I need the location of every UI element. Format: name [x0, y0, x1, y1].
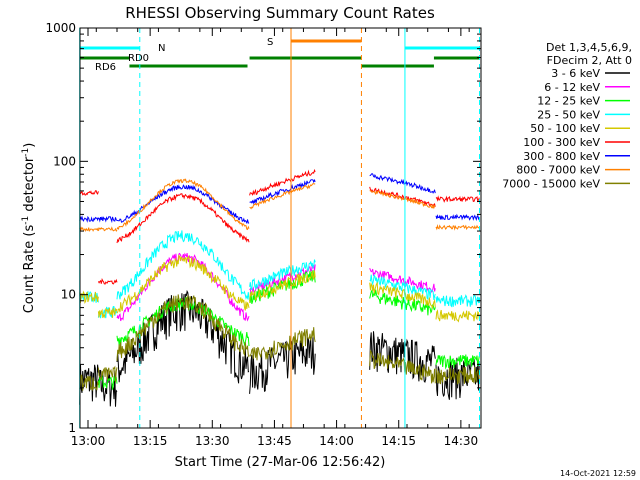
plot-frame — [79, 27, 482, 429]
legend-label: 100 - 300 keV — [523, 136, 600, 149]
series-line-segment — [249, 327, 316, 361]
series-line-segment — [369, 273, 436, 301]
y-axis-label-sup2: -1 — [21, 148, 31, 157]
series-line-segment — [249, 178, 316, 205]
series-line-segment — [369, 349, 436, 384]
series-line-segment — [249, 183, 316, 210]
legend-label: 25 - 50 keV — [537, 108, 600, 121]
series-layer — [79, 168, 480, 407]
y-tick-label: 10 — [61, 288, 76, 302]
legend-header-2: FDecim 2, Att 0 — [547, 54, 632, 67]
x-tick-label: 13:00 — [71, 434, 106, 448]
series-line-segment — [116, 254, 250, 314]
series-line-segment — [369, 281, 436, 310]
series-line-segment — [249, 270, 316, 303]
series-line-segment — [116, 178, 250, 231]
series-line-segment — [369, 288, 436, 316]
series-line-segment — [79, 226, 99, 232]
y-tick-label: 1000 — [45, 21, 76, 35]
series-line-segment — [435, 213, 480, 222]
y-tick-label: 1 — [68, 421, 76, 435]
series-line-segment — [98, 216, 118, 224]
series-line-segment — [369, 172, 436, 194]
series-line-segment — [435, 223, 480, 231]
y-axis-label-main: Count Rate (s — [22, 225, 37, 314]
legend-label: 50 - 100 keV — [530, 122, 600, 135]
y-axis-label-end: ) — [22, 143, 37, 148]
flag-label: RD0 — [128, 53, 149, 64]
series-line-segment — [116, 252, 250, 322]
series-line-segment — [435, 195, 480, 203]
series-line-segment — [97, 307, 118, 319]
flag-label: N — [158, 43, 165, 54]
series-line-segment — [435, 366, 480, 385]
x-tick-label: 13:45 — [257, 434, 292, 448]
x-axis-label: Start Time (27-Mar-06 12:56:42) — [175, 455, 386, 470]
series-line-segment — [79, 374, 99, 392]
series-line-segment — [249, 259, 316, 291]
series-line-segment — [249, 168, 316, 196]
legend-label: 800 - 7000 keV — [516, 164, 600, 177]
series-line-segment — [79, 190, 99, 196]
x-tick-label: 13:30 — [195, 434, 230, 448]
series-line-segment — [369, 190, 436, 210]
legend-header-1: Det 1,3,4,5,6,9, — [546, 41, 632, 54]
series-line-segment — [435, 309, 480, 323]
legend-label: 7000 - 15000 keV — [502, 177, 600, 190]
series-line-segment — [116, 230, 250, 300]
y-axis-label: Count Rate (s-1 detector-1) — [21, 143, 37, 314]
series-line-segment — [116, 184, 250, 225]
y-axis-label-mid: detector — [22, 156, 37, 216]
series-line-segment — [435, 294, 480, 308]
series-line-segment — [97, 277, 118, 285]
flag-label: S — [267, 37, 273, 48]
x-tick-label: 14:15 — [381, 434, 416, 448]
series-line-segment — [97, 226, 118, 233]
flag-layer: N RD0 RD6 S — [79, 28, 481, 428]
chart-title: RHESSI Observing Summary Count Rates — [125, 4, 435, 22]
flag-label: RD6 — [95, 62, 116, 73]
series-line-segment — [97, 365, 118, 383]
series-line-segment — [116, 193, 250, 244]
timestamp: 14-Oct-2021 12:59 — [560, 469, 636, 478]
legend: Det 1,3,4,5,6,9, FDecim 2, Att 0 3 - 6 k… — [502, 41, 632, 190]
legend-label: 300 - 800 keV — [523, 150, 600, 163]
x-tick-label: 14:30 — [444, 434, 479, 448]
series-line-segment — [116, 294, 250, 361]
x-tick-label: 13:15 — [133, 434, 168, 448]
x-tick-label: 14:00 — [319, 434, 354, 448]
y-axis-label-sup1: -1 — [21, 216, 31, 225]
legend-label: 12 - 25 keV — [537, 95, 600, 108]
tick-layer: 13:00 13:15 13:30 13:45 14:00 14:15 14:30 1 10 10… — [45, 21, 481, 448]
legend-label: 6 - 12 keV — [544, 81, 600, 94]
y-tick-label: 100 — [53, 154, 76, 168]
legend-label: 3 - 6 keV — [551, 67, 600, 80]
series-line-segment — [369, 268, 436, 293]
series-line-segment — [79, 215, 99, 223]
series-line-segment — [435, 354, 480, 370]
series-line-segment — [79, 290, 99, 304]
